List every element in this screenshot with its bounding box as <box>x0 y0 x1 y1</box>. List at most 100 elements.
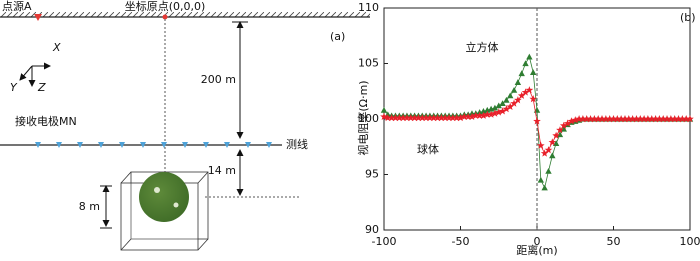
axis-x-label: X <box>52 41 61 54</box>
data-point <box>387 113 396 122</box>
data-point <box>407 113 415 122</box>
data-point <box>526 53 533 60</box>
origin-label: 坐标原点(0,0,0) <box>125 0 206 13</box>
data-point <box>552 131 560 139</box>
y-arrow <box>19 65 33 81</box>
data-point <box>529 69 537 75</box>
data-point <box>518 70 525 77</box>
electrodes <box>35 142 272 148</box>
x-tick-label: 0 <box>534 235 541 248</box>
data-point <box>655 115 664 123</box>
data-point <box>621 115 629 123</box>
data-point <box>426 113 434 122</box>
data-point <box>502 105 511 113</box>
data-point <box>507 92 514 99</box>
data-point <box>452 113 461 122</box>
data-point <box>636 115 645 123</box>
data-point <box>503 96 510 103</box>
data-point <box>483 110 492 118</box>
data-point <box>479 111 488 119</box>
diagram: 点源A 坐标原点(0,0,0) (a) X Y Z 200 m 接收电极MN 测… <box>0 0 370 251</box>
sphere <box>139 172 189 222</box>
y-tick-label: 105 <box>358 57 379 70</box>
data-point <box>491 109 499 117</box>
data-point <box>640 115 648 123</box>
data-point <box>487 110 495 118</box>
data-point <box>525 86 534 94</box>
depth-label: 200 m <box>201 73 236 86</box>
data-point <box>537 176 545 183</box>
panel-label: (a) <box>330 30 345 43</box>
data-point <box>613 115 622 123</box>
panel-label: (b) <box>680 11 696 24</box>
data-point <box>682 115 690 123</box>
data-point <box>460 112 469 120</box>
offset-label: 14 m <box>208 164 236 177</box>
data-point <box>395 113 404 122</box>
ground-hatch <box>0 12 370 17</box>
data-point <box>556 131 564 138</box>
data-point <box>522 60 529 67</box>
data-point <box>464 112 472 120</box>
data-point <box>651 115 660 123</box>
data-point <box>567 117 576 125</box>
x-tick-label: 100 <box>680 235 700 248</box>
data-point <box>380 112 388 120</box>
y-tick-label: 95 <box>365 168 379 181</box>
data-point <box>575 115 583 123</box>
data-point <box>510 99 518 107</box>
x-tick-label: -100 <box>372 235 397 248</box>
data-point <box>548 138 557 146</box>
data-point <box>506 102 514 110</box>
data-point <box>384 113 392 122</box>
data-point <box>418 113 427 122</box>
data-point <box>494 108 503 116</box>
data-point <box>391 113 400 122</box>
data-point <box>514 96 522 104</box>
data-point <box>537 141 545 149</box>
axis-z-label: Z <box>37 81 46 94</box>
data-point <box>659 115 667 123</box>
y-tick-label: 100 <box>358 112 379 125</box>
data-point <box>510 86 518 93</box>
chart: (b) 距离(m) 视电阻率(Ω·m) -100 -50 0 50 100 90 95 100… <box>356 1 700 257</box>
data-point <box>380 106 388 113</box>
data-point <box>560 121 568 129</box>
size-label: 8 m <box>79 200 100 213</box>
data-point <box>678 115 687 123</box>
data-point <box>674 115 683 123</box>
data-point <box>475 111 484 119</box>
source-label: 点源A <box>2 0 32 13</box>
data-point <box>441 113 449 122</box>
y-axis-label: 视电阻率(Ω·m) <box>356 80 370 155</box>
data-point <box>582 115 591 123</box>
data-point <box>544 146 553 154</box>
x-tick-label: -50 <box>452 235 470 248</box>
data-point <box>605 115 614 123</box>
data-point <box>552 140 560 147</box>
data-point <box>602 115 610 123</box>
x-tick-label: 50 <box>607 235 621 248</box>
data-point <box>556 126 564 134</box>
data-point <box>429 113 438 122</box>
axis-y-label: Y <box>10 81 18 94</box>
data-point <box>579 115 587 123</box>
data-point <box>472 111 480 119</box>
data-point <box>594 115 602 123</box>
source-marker <box>34 14 42 21</box>
data-point <box>514 79 522 85</box>
data-point <box>521 88 530 96</box>
data-point <box>414 113 423 122</box>
data-point <box>437 113 446 122</box>
origin-marker <box>162 14 168 20</box>
data-point <box>545 167 552 174</box>
data-point <box>529 95 537 103</box>
data-point <box>499 100 506 107</box>
data-point <box>491 104 499 111</box>
data-point <box>445 113 453 122</box>
data-point <box>667 115 675 123</box>
data-point <box>686 115 694 123</box>
data-point <box>540 149 549 157</box>
data-point <box>433 113 442 122</box>
